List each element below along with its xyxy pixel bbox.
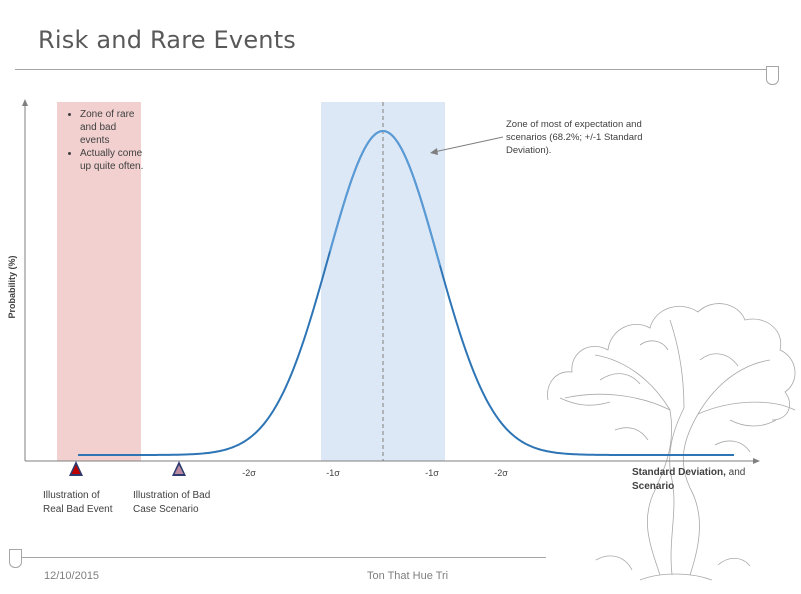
tick-label: -2σ (494, 468, 508, 478)
bottom-scroll-knob[interactable] (9, 549, 22, 568)
bad-case-scenario-marker-fill (174, 465, 184, 474)
y-axis-arrow (22, 99, 28, 106)
real-bad-event-label-line: Illustration of (43, 490, 100, 501)
x-axis-arrow (753, 458, 760, 464)
annotation-arrow-head (430, 148, 438, 155)
rare-events-zone (57, 102, 141, 461)
standard-deviation-note: Zone of most of expectation and scenario… (506, 119, 643, 156)
bad-case-scenario-label-line: Case Scenario (133, 504, 199, 515)
rare-zone-bullet: Zone of rare and bad events (80, 108, 144, 147)
bottom-divider (20, 557, 546, 558)
top-scroll-knob[interactable] (766, 66, 779, 85)
real-bad-event-label: Illustration of Real Bad Event (43, 489, 113, 517)
slide-title: Risk and Rare Events (38, 26, 297, 54)
footer-date: 12/10/2015 (44, 570, 100, 582)
top-divider (15, 69, 775, 70)
real-bad-event-marker-fill (71, 465, 81, 474)
rare-zone-note: Zone of rare and bad events Actually com… (64, 108, 144, 173)
x-axis-title-bold: Standard Deviation, (632, 467, 726, 478)
standard-deviation-zone (321, 102, 445, 461)
annotation-arrow-line (433, 136, 504, 153)
x-axis-title-rest: and (725, 467, 746, 478)
y-axis-title: Probability (%) (7, 255, 17, 318)
tick-label: -1σ (326, 468, 340, 478)
bad-case-scenario-label-line: Illustration of Bad (133, 490, 211, 501)
x-axis-title-line2: Scenario (632, 481, 675, 492)
bell-curve-peak-segment (329, 130, 441, 266)
tick-label: -2σ (242, 468, 256, 478)
tick-label: -1σ (425, 468, 439, 478)
x-axis-title: Standard Deviation, and Scenario (632, 466, 745, 494)
rare-zone-bullet: Actually come up quite often. (80, 147, 144, 173)
tree-illustration-icon (547, 303, 796, 581)
bad-case-scenario-label: Illustration of Bad Case Scenario (133, 489, 210, 517)
footer-author: Ton That Hue Tri (367, 570, 449, 582)
real-bad-event-label-line: Real Bad Event (43, 504, 113, 515)
